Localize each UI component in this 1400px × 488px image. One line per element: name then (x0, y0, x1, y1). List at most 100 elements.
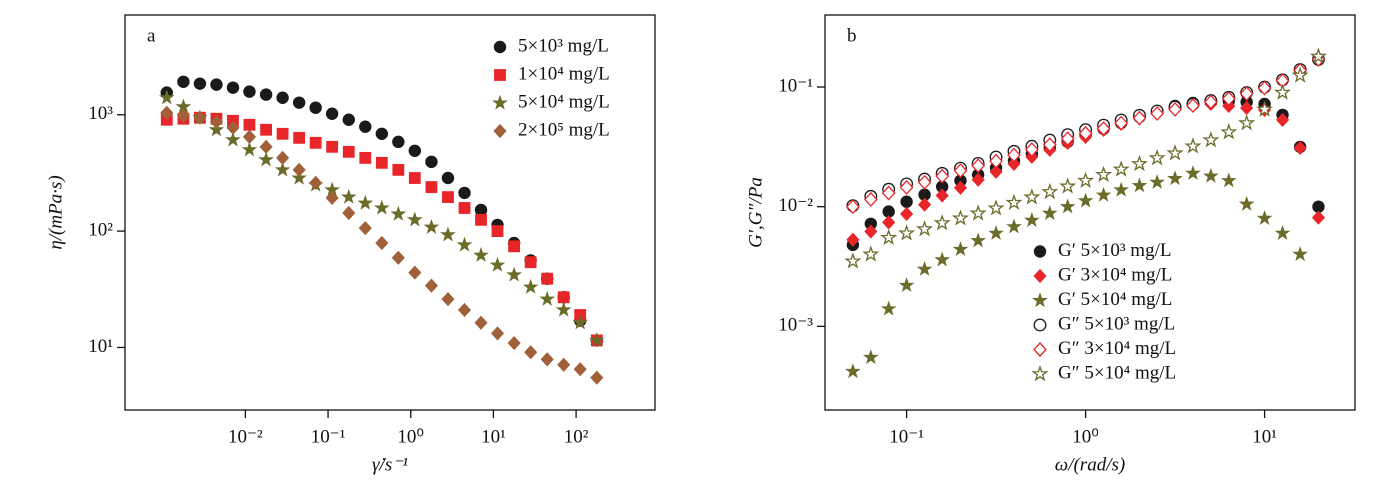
marker-diamond (953, 180, 968, 195)
marker-diamond (1007, 147, 1021, 163)
x-tick-label: 10⁻¹ (889, 426, 924, 447)
y-tick-label: 10⁻² (778, 195, 813, 216)
marker-diamond (557, 357, 571, 372)
marker-diamond (881, 185, 896, 201)
marker-diamond (507, 336, 521, 351)
marker-diamond (989, 153, 1003, 169)
marker-diamond (882, 215, 896, 230)
marker-square (494, 69, 506, 81)
marker-star (844, 252, 862, 269)
marker-star (1149, 174, 1165, 189)
marker-diamond (971, 158, 986, 174)
marker-diamond (1221, 91, 1236, 107)
marker-diamond (899, 179, 914, 195)
x-tick-label: 10¹ (481, 426, 506, 447)
marker-diamond (989, 164, 1003, 179)
marker-diamond (524, 345, 538, 360)
marker-star (1167, 170, 1183, 186)
x-tick-label: 10² (564, 426, 589, 447)
legend-label: G′ 5×10³ mg/L (1058, 240, 1171, 261)
marker-diamond (918, 197, 932, 212)
marker-diamond (1186, 98, 1200, 114)
marker-star (1131, 177, 1148, 193)
legend-label: G′ 3×10⁴ mg/L (1058, 264, 1172, 285)
panel-label: a (147, 25, 156, 46)
marker-circle (292, 96, 306, 109)
marker-star (1202, 131, 1220, 148)
marker-diamond (1096, 121, 1111, 136)
marker-circle (276, 91, 289, 104)
marker-star (390, 205, 407, 221)
marker-star (374, 199, 390, 215)
legend-label: G″ 5×10⁴ mg/L (1058, 362, 1176, 383)
legend-label: G″ 3×10⁴ mg/L (1058, 338, 1176, 359)
marker-diamond (424, 278, 438, 293)
marker-star (1059, 198, 1076, 214)
series (158, 89, 605, 348)
marker-square (309, 136, 322, 149)
marker-square (375, 156, 388, 169)
marker-star (1041, 182, 1059, 200)
marker-diamond (1257, 80, 1272, 96)
marker-star (1238, 195, 1255, 211)
marker-square (342, 145, 355, 158)
marker-star (1059, 177, 1077, 194)
marker-diamond (1024, 142, 1039, 158)
marker-star (1041, 205, 1058, 220)
marker-square (260, 123, 272, 136)
marker-circle (375, 127, 389, 140)
marker-star (988, 225, 1004, 240)
marker-diamond (358, 221, 372, 236)
marker-star (952, 241, 969, 257)
marker-circle (177, 75, 190, 88)
x-tick-label: 10⁰ (397, 426, 424, 447)
marker-square (458, 202, 471, 214)
x-tick-label: 10⁻¹ (311, 426, 346, 447)
marker-circle (193, 77, 207, 90)
marker-diamond (309, 175, 323, 190)
marker-circle (342, 113, 355, 126)
marker-square (408, 172, 421, 184)
marker-circle (441, 171, 455, 185)
y-tick-label: 10² (88, 219, 113, 240)
plot-frame (824, 14, 1356, 411)
marker-star (406, 211, 423, 227)
marker-diamond (193, 110, 207, 125)
legend-label: G″ 5×10³ mg/L (1058, 313, 1175, 334)
marker-star (522, 278, 539, 294)
legend-label: 2×10⁵ mg/L (518, 119, 610, 140)
series (160, 105, 604, 385)
marker-star (489, 256, 506, 272)
marker-star (1077, 171, 1095, 188)
marker-star (1032, 292, 1048, 308)
series (160, 111, 603, 347)
marker-circle (493, 40, 507, 54)
marker-star (1256, 210, 1273, 225)
marker-diamond (259, 139, 273, 154)
marker-diamond (1276, 112, 1290, 128)
marker-star (862, 245, 880, 262)
marker-star (863, 349, 879, 365)
marker-star (1184, 137, 1202, 154)
marker-star (1024, 212, 1040, 227)
marker-square (442, 191, 454, 203)
marker-diamond (276, 150, 290, 165)
marker-diamond (342, 205, 356, 221)
marker-diamond (846, 232, 860, 247)
marker-square (541, 272, 554, 285)
marker-star (933, 214, 951, 231)
marker-square (425, 181, 438, 193)
marker-diamond (325, 190, 339, 205)
marker-diamond (1114, 115, 1129, 131)
marker-diamond (1060, 131, 1075, 147)
marker-square (475, 213, 487, 226)
marker-star (456, 236, 473, 252)
marker-diamond (1007, 156, 1021, 171)
marker-star (1095, 165, 1113, 183)
marker-diamond (1033, 342, 1047, 357)
marker-diamond (457, 302, 472, 318)
marker-circle (243, 85, 256, 98)
y-axis-label: η/(mPa·s) (45, 175, 66, 249)
marker-star (898, 224, 916, 241)
